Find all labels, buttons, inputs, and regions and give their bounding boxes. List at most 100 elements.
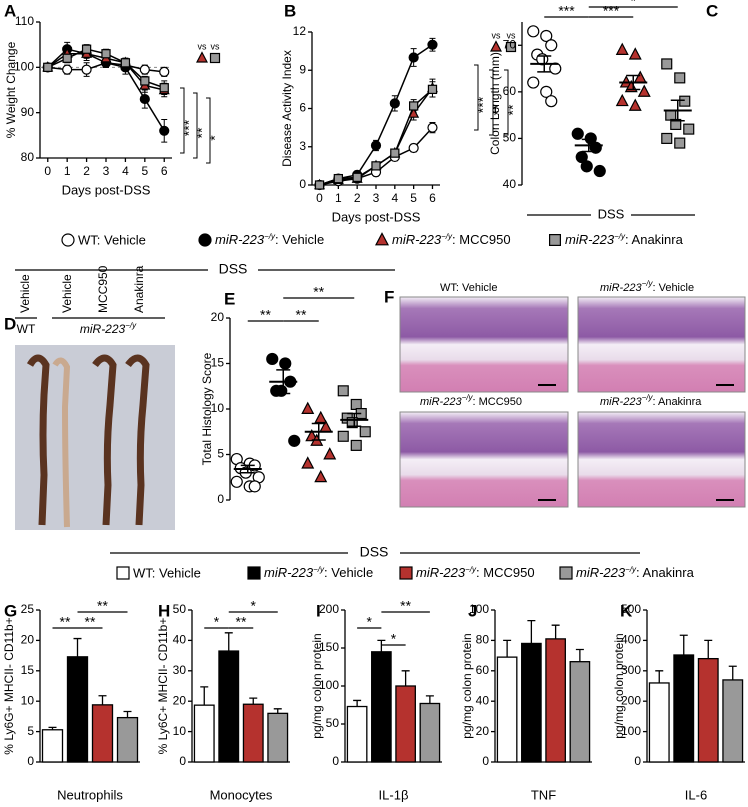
y-tick-label: 80: [476, 633, 490, 647]
histology-images: [399, 296, 746, 508]
panel-letter: E: [224, 289, 235, 308]
marker: [661, 58, 673, 70]
bar: [395, 685, 416, 763]
error-bar: [679, 634, 688, 655]
annotation: vs: [211, 41, 221, 51]
marker: [139, 93, 150, 105]
error-bar: [273, 708, 282, 714]
marker: [548, 234, 561, 247]
marker: [427, 84, 438, 95]
bar: [521, 642, 542, 763]
lane-label: Vehicle: [18, 274, 32, 313]
annotation: **: [400, 598, 411, 614]
header: DSS: [360, 544, 389, 560]
y-tick-label: 0: [634, 754, 641, 768]
image-label: miR-223−/y: Anakinra: [600, 393, 702, 408]
y-tick-label: 90: [21, 105, 35, 119]
y-tick-label: 400: [621, 633, 641, 647]
marker: [359, 426, 371, 438]
marker: [350, 398, 362, 410]
marker: [408, 52, 419, 63]
marker: [633, 70, 647, 83]
annotation: **: [490, 104, 506, 115]
x-tick-label: 2: [354, 191, 361, 205]
marker: [323, 447, 337, 460]
y-tick-label: 5: [217, 447, 224, 461]
error-bar: [200, 686, 209, 706]
y-tick-label: 100: [469, 602, 489, 616]
y-axis-label: Colon Length (mm): [488, 52, 502, 155]
group-label: WT: [17, 322, 36, 336]
y-tick-label: 15: [21, 663, 35, 677]
y-tick-label: 40: [173, 633, 187, 647]
marker: [288, 434, 301, 447]
y-tick-label: 30: [173, 663, 187, 677]
marker: [390, 148, 400, 158]
error-bar: [73, 637, 82, 657]
group-label: DSS: [598, 206, 625, 221]
panel-letter: F: [384, 287, 394, 306]
y-axis-label: Disease Activity Index: [280, 50, 294, 167]
y-tick-label: 100: [319, 678, 339, 692]
error-bar: [401, 670, 410, 686]
annotation: **: [85, 614, 96, 630]
y-tick-label: 20: [21, 633, 35, 647]
marker: [275, 384, 288, 397]
annotation: **: [97, 598, 108, 614]
y-tick-label: 50: [503, 131, 517, 145]
y-tick-label: 50: [173, 602, 187, 616]
marker: [230, 475, 243, 488]
error-bar: [503, 639, 512, 658]
marker: [571, 127, 584, 140]
x-tick-label: 0: [44, 164, 51, 178]
annotation: vs: [492, 30, 502, 40]
x-tick-label: 5: [410, 191, 417, 205]
error-bar: [704, 639, 713, 659]
x-tick-label: 4: [122, 164, 129, 178]
bar: [371, 651, 392, 763]
marker: [337, 430, 349, 442]
y-tick-label: 0: [332, 754, 339, 768]
marker: [371, 161, 381, 171]
error-bar: [353, 699, 362, 707]
marker: [661, 132, 673, 144]
y-tick-label: 15: [211, 356, 225, 370]
legend-label: miR-223−/y: Vehicle: [215, 232, 324, 247]
sig-bracket: [206, 97, 211, 164]
marker: [279, 357, 292, 370]
marker: [580, 160, 593, 173]
y-tick-label: 40: [476, 693, 490, 707]
marker: [352, 172, 362, 183]
marker: [314, 469, 328, 483]
sem-bar: [670, 99, 685, 122]
x-axis-label: IL-6: [685, 787, 707, 802]
bar: [267, 712, 289, 763]
y-tick-label: 70: [503, 37, 517, 51]
y-tick-label: 110: [15, 14, 34, 28]
error-bar: [728, 665, 737, 680]
bar: [116, 716, 139, 763]
marker: [408, 101, 419, 111]
error-bar: [98, 695, 107, 705]
y-tick-label: 100: [621, 724, 641, 738]
marker: [527, 76, 540, 89]
annotation: vs: [198, 41, 208, 51]
x-axis-label: IL-1β: [379, 787, 409, 802]
marker: [196, 51, 208, 63]
marker: [427, 39, 438, 50]
bar: [346, 705, 368, 763]
annotation: **: [313, 284, 324, 300]
marker: [101, 49, 111, 59]
error-bar: [224, 632, 233, 652]
panel-letter: J: [468, 601, 477, 620]
bar: [722, 679, 744, 763]
bar: [242, 703, 264, 763]
marker: [139, 64, 150, 75]
sem-bar: [347, 412, 362, 428]
lane-label: Vehicle: [60, 274, 74, 313]
error-bar: [551, 624, 560, 639]
lane-label: Anakinra: [132, 265, 146, 313]
image-label: miR-223−/y: Vehicle: [600, 279, 694, 294]
annotation: ***: [558, 3, 575, 19]
bar: [419, 702, 441, 763]
